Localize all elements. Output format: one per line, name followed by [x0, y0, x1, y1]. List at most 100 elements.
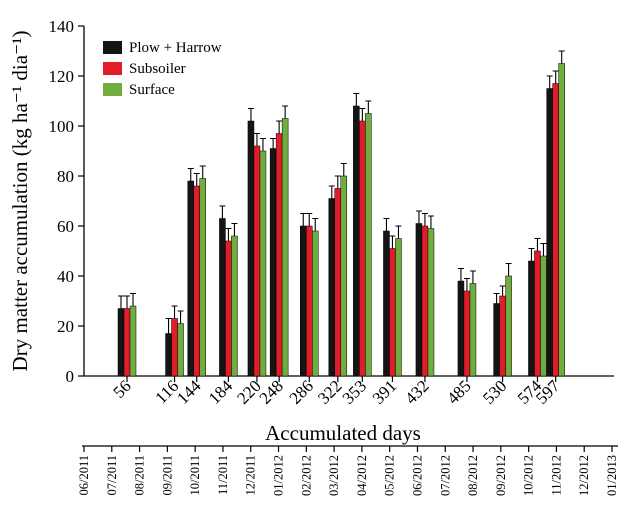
bar-subsoiler-248: [275, 133, 283, 377]
date-tick-label: 06/2012: [410, 455, 424, 496]
error-bar-subsoiler-248: [276, 120, 283, 134]
bar-plow-harrow-144: [187, 180, 194, 377]
bar-surface-116: [177, 323, 184, 377]
bar-plow-harrow-530: [493, 303, 500, 377]
error-bar-surface-530: [505, 262, 512, 276]
bar-subsoiler-353: [359, 120, 366, 377]
x-tick-label: 184: [205, 376, 237, 408]
x-tick-label: 56: [109, 376, 134, 401]
error-bar-plow-harrow-353: [353, 92, 360, 106]
error-bar-surface-286: [312, 217, 319, 231]
error-bar-subsoiler-391: [389, 235, 396, 249]
error-bar-plow-harrow-220: [247, 107, 254, 121]
error-bar-surface-144: [199, 165, 206, 179]
date-tick-label: 05/2012: [383, 455, 397, 496]
bar-surface-574: [540, 255, 547, 377]
error-bar-surface-574: [540, 242, 547, 256]
error-bar-surface-597: [558, 50, 565, 64]
bar-plow-harrow-220: [247, 120, 255, 377]
date-tick-label: 10/2012: [522, 455, 536, 496]
date-tick-label: 07/2012: [438, 455, 452, 496]
legend-label-subsoiler: Subsoiler: [129, 61, 186, 77]
y-tick-label: 100: [49, 117, 75, 136]
error-bar-plow-harrow-116: [165, 317, 172, 334]
bar-plow-harrow-286: [300, 225, 307, 377]
date-tick-label: 09/2011: [160, 455, 174, 496]
bar-subsoiler-597: [552, 83, 559, 377]
x-tick-label: 144: [173, 376, 205, 408]
bar-subsoiler-116: [171, 318, 178, 377]
bar-surface-248: [281, 118, 289, 377]
y-tick-label: 40: [57, 267, 74, 286]
legend-swatch-subsoiler: [103, 62, 122, 75]
bar-plow-harrow-574: [528, 260, 535, 377]
error-bar-subsoiler-144: [193, 172, 200, 186]
date-tick-label: 08/2011: [133, 455, 147, 496]
bar-surface-597: [558, 63, 565, 377]
bar-subsoiler-220: [253, 145, 261, 377]
error-bar-surface-184: [231, 222, 238, 236]
bar-surface-220: [259, 150, 267, 377]
error-bar-surface-56: [130, 292, 136, 306]
date-tick-label: 11/2011: [216, 455, 230, 495]
error-bar-plow-harrow-391: [383, 217, 390, 231]
date-tick-label: 04/2012: [355, 455, 369, 496]
error-bar-subsoiler-322: [334, 175, 341, 189]
error-bar-plow-harrow-485: [457, 267, 464, 281]
bar-plow-harrow-322: [328, 198, 336, 377]
error-bar-plow-harrow-56: [118, 295, 124, 309]
error-bar-plow-harrow-530: [493, 292, 500, 304]
bar-subsoiler-485: [463, 290, 471, 377]
date-tick-label: 01/2012: [272, 455, 286, 496]
date-tick-label: 11/2012: [549, 455, 563, 496]
date-tick-label: 09/2012: [494, 455, 508, 496]
bar-subsoiler-432: [421, 225, 429, 377]
bar-surface-485: [469, 283, 477, 377]
bar-subsoiler-574: [534, 250, 541, 377]
error-bar-subsoiler-597: [552, 70, 559, 84]
bar-surface-530: [505, 275, 512, 377]
error-bar-plow-harrow-248: [270, 137, 277, 149]
bar-surface-432: [427, 228, 435, 377]
error-bar-subsoiler-286: [306, 212, 313, 226]
error-bar-subsoiler-530: [499, 285, 506, 296]
bar-surface-353: [365, 113, 372, 377]
date-tick-label: 06/2011: [77, 455, 91, 496]
date-tick-label: 02/2012: [299, 455, 313, 496]
bar-plow-harrow-248: [269, 148, 277, 377]
error-bar-plow-harrow-597: [546, 75, 553, 89]
error-bar-plow-harrow-432: [415, 210, 422, 224]
error-bar-subsoiler-220: [253, 132, 260, 146]
x-tick-label: 485: [443, 376, 474, 407]
legend-label-surface: Surface: [129, 82, 175, 98]
x-tick-label: 432: [401, 376, 432, 407]
x-tick-label: 391: [369, 376, 400, 407]
legend-label-plow-harrow: Plow + Harrow: [129, 40, 222, 56]
bar-surface-56: [129, 305, 137, 377]
y-tick-label: 140: [49, 17, 75, 36]
error-bar-subsoiler-574: [534, 237, 541, 251]
error-bar-surface-485: [469, 270, 476, 284]
error-bar-subsoiler-353: [359, 107, 366, 121]
y-tick-label: 120: [49, 67, 75, 86]
bar-plow-harrow-485: [457, 280, 465, 377]
error-bar-surface-116: [177, 310, 184, 324]
error-bar-subsoiler-432: [421, 212, 428, 226]
x-axis-title: Accumulated days: [265, 421, 421, 445]
legend-swatch-surface: [103, 83, 122, 96]
bar-subsoiler-144: [193, 185, 200, 377]
x-tick-label: 286: [286, 376, 317, 407]
bar-surface-144: [199, 178, 206, 377]
error-bar-surface-353: [365, 100, 372, 114]
error-bar-subsoiler-485: [463, 277, 470, 291]
bar-plow-harrow-184: [219, 218, 226, 377]
legend: Plow + Harrow Subsoiler Surface: [103, 40, 222, 98]
bar-surface-184: [231, 235, 238, 377]
y-axis-title: Dry matter accumulation (kg ha⁻¹ dia⁻¹): [8, 31, 32, 372]
date-tick-label: 08/2012: [466, 455, 480, 496]
bar-subsoiler-286: [306, 225, 313, 377]
error-bar-surface-432: [427, 215, 434, 229]
bar-plow-harrow-597: [546, 88, 553, 377]
